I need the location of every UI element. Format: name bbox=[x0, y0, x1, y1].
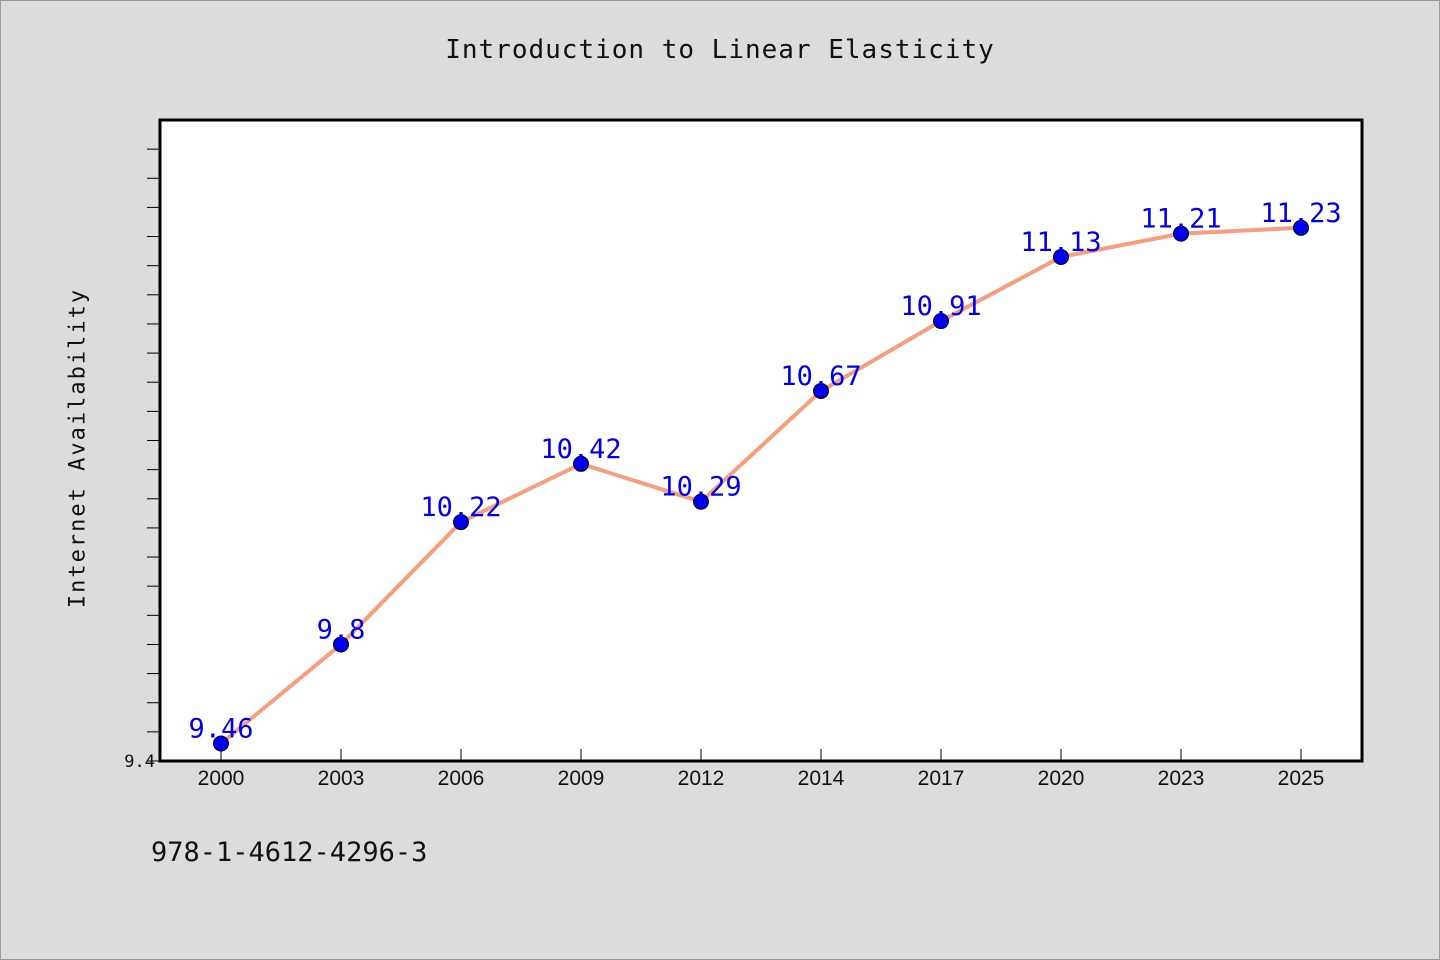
data-label: 11.21 bbox=[1140, 204, 1221, 235]
x-axis-ticks: 2000 2003 2006 2009 2012 2014 2017 2020 2023 2025 bbox=[198, 749, 1325, 790]
y-tick-label: 9.4 bbox=[124, 752, 155, 772]
data-label: 10.22 bbox=[420, 492, 501, 523]
data-label: 11.23 bbox=[1260, 198, 1341, 229]
x-tick-label: 2017 bbox=[918, 767, 965, 790]
x-tick-label: 2023 bbox=[1158, 767, 1205, 790]
x-tick-label: 2000 bbox=[198, 767, 245, 790]
data-label: 9.8 bbox=[317, 614, 366, 645]
x-tick-label: 2009 bbox=[558, 767, 605, 790]
x-tick-label: 2006 bbox=[438, 767, 485, 790]
isbn-footer: 978-1-4612-4296-3 bbox=[151, 837, 428, 868]
data-point bbox=[813, 382, 829, 399]
data-point bbox=[573, 455, 589, 472]
data-label: 9.46 bbox=[188, 714, 253, 745]
data-point bbox=[1293, 219, 1309, 236]
data-point bbox=[213, 735, 229, 752]
y-axis-ticks: 9.4 bbox=[124, 148, 159, 772]
data-label: 10.91 bbox=[900, 291, 981, 322]
data-point bbox=[1053, 248, 1069, 265]
data-point bbox=[453, 514, 469, 531]
data-point bbox=[933, 313, 949, 330]
x-tick-label: 2012 bbox=[678, 767, 725, 790]
data-point bbox=[693, 493, 709, 510]
plot-area bbox=[158, 118, 1364, 763]
data-label: 10.67 bbox=[780, 361, 861, 392]
series-layer: 9.46 9.8 10.22 10.42 10.29 10.67 10.91 11.13 11.… bbox=[188, 198, 1342, 752]
data-label: 10.42 bbox=[540, 434, 621, 465]
data-label: 10.29 bbox=[660, 472, 741, 503]
x-tick-label: 2003 bbox=[318, 767, 365, 790]
data-point bbox=[1173, 225, 1189, 242]
chart-title: Introduction to Linear Elasticity bbox=[445, 35, 995, 65]
x-tick-label: 2014 bbox=[798, 767, 845, 790]
data-label: 11.13 bbox=[1020, 227, 1101, 258]
x-tick-label: 2025 bbox=[1278, 767, 1325, 790]
x-tick-label: 2020 bbox=[1038, 767, 1085, 790]
data-point bbox=[333, 636, 349, 653]
series-line bbox=[219, 225, 1303, 746]
